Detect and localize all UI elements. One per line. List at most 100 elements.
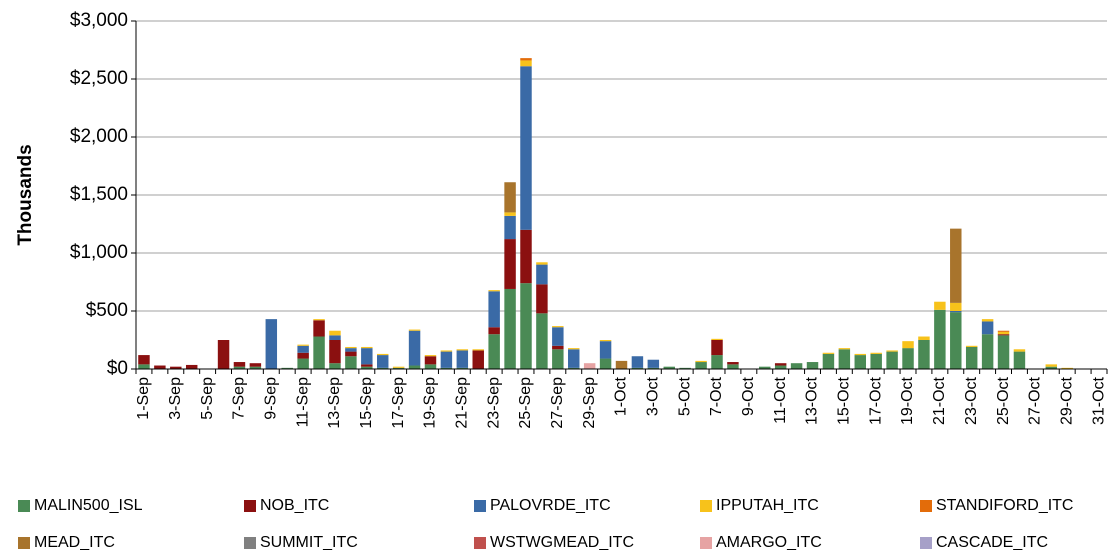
bar-segment: [138, 364, 150, 369]
bar-segment: [950, 302, 962, 311]
legend-swatch: [244, 537, 256, 549]
bar-segment: [361, 364, 373, 367]
x-tick-label: 23-Oct: [963, 376, 980, 425]
bar-segment: [440, 350, 453, 352]
bar-segment: [345, 351, 357, 357]
bar-segment: [997, 335, 1010, 369]
x-tick-label: 25-Sep: [517, 377, 534, 429]
bar-segment: [695, 360, 707, 363]
bar-segment: [313, 320, 325, 337]
bar-segment: [313, 319, 325, 321]
x-tick-label: 29-Oct: [1058, 376, 1075, 425]
bar-segment: [138, 355, 150, 365]
bar-segment: [170, 366, 182, 369]
x-tick-label: 27-Oct: [1027, 376, 1044, 425]
y-tick-label: $3,000: [70, 10, 128, 31]
bar-segment: [599, 341, 612, 359]
bar-segment: [504, 182, 516, 213]
bar-segment: [504, 288, 516, 369]
legend-label: AMARGO_ITC: [716, 534, 822, 551]
bar-segment: [552, 345, 564, 350]
x-tick-label: 31-Oct: [1090, 376, 1107, 425]
bar-segment: [488, 327, 500, 335]
bar-segment: [217, 340, 230, 369]
bar-segment: [774, 365, 787, 369]
bar-segment: [345, 356, 357, 369]
bar-segment: [488, 291, 500, 328]
bar-segment: [456, 367, 469, 369]
bar-segment: [647, 359, 660, 368]
bar-segment: [456, 349, 469, 351]
bar-segment: [472, 350, 484, 369]
bar-segment: [520, 58, 532, 61]
x-tick-label: 5-Oct: [676, 376, 693, 416]
x-tick-label: 7-Oct: [708, 376, 725, 416]
bar-segment: [376, 367, 389, 369]
bar-segment: [631, 356, 644, 368]
legend-swatch: [920, 537, 932, 549]
bar-segment: [520, 60, 532, 67]
bar-segment: [997, 330, 1010, 332]
bar-segment: [536, 313, 548, 369]
bar-segment: [790, 363, 803, 369]
bar-segment: [408, 365, 421, 369]
bar-segment: [504, 215, 516, 240]
bar-segment: [520, 229, 532, 284]
bar-segment: [472, 349, 484, 351]
bar-segment: [663, 366, 675, 369]
bar-segment: [185, 364, 198, 369]
bar-segment: [440, 351, 453, 368]
bar-segment: [934, 301, 946, 310]
x-tick-label: 13-Oct: [804, 376, 821, 425]
bar-segment: [345, 348, 357, 352]
legend-swatch: [474, 500, 486, 512]
y-tick-label: $1,500: [70, 184, 128, 205]
bar-segment: [599, 358, 612, 369]
y-axis-label: Thousands: [15, 144, 36, 245]
bar-segment: [329, 363, 341, 369]
bar-segment: [233, 366, 246, 369]
x-tick-label: 17-Sep: [390, 377, 407, 429]
bar-segment: [313, 336, 325, 369]
x-tick-label: 7-Sep: [231, 377, 248, 420]
bar-segment: [981, 334, 994, 369]
bar-segment: [981, 319, 994, 322]
bar-segment: [297, 352, 309, 359]
bar-segment: [838, 348, 851, 350]
y-tick-label: $2,500: [70, 68, 128, 89]
x-tick-label: 1-Oct: [613, 376, 630, 416]
bar-segment: [536, 284, 548, 314]
bar-segment: [695, 362, 707, 369]
x-tick-label: 25-Oct: [995, 376, 1012, 425]
bar-segment: [154, 365, 166, 369]
legend-swatch: [700, 500, 712, 512]
bar-segment: [711, 355, 723, 369]
bar-segment: [631, 367, 644, 369]
y-tick-label: $500: [86, 300, 128, 321]
y-tick-label: $2,000: [70, 126, 128, 147]
x-tick-label: 19-Oct: [899, 376, 916, 425]
x-tick-label: 11-Oct: [772, 376, 789, 423]
bar-segment: [870, 352, 882, 354]
bar-segment: [918, 340, 930, 369]
y-tick-label: $1,000: [70, 242, 128, 263]
bar-segment: [711, 340, 723, 356]
bar-segment: [552, 327, 564, 346]
bar-segment: [376, 353, 389, 356]
bar-segment: [297, 345, 309, 353]
bar-segment: [552, 326, 564, 328]
bar-segment: [1013, 349, 1026, 352]
bar-segment: [1013, 351, 1026, 369]
bar-segment: [345, 346, 357, 349]
legend-label: MEAD_ITC: [34, 534, 115, 551]
bar-segment: [568, 367, 580, 369]
bar-segment: [679, 367, 691, 369]
legend-label: CASCADE_ITC: [936, 534, 1048, 551]
bar-segment: [249, 363, 262, 367]
legend-swatch: [18, 500, 30, 512]
legend-label: IPPUTAH_ITC: [716, 497, 819, 514]
bar-segment: [297, 344, 309, 346]
bar-segment: [568, 349, 580, 368]
bar-segment: [950, 228, 962, 303]
bar-segment: [361, 346, 373, 349]
